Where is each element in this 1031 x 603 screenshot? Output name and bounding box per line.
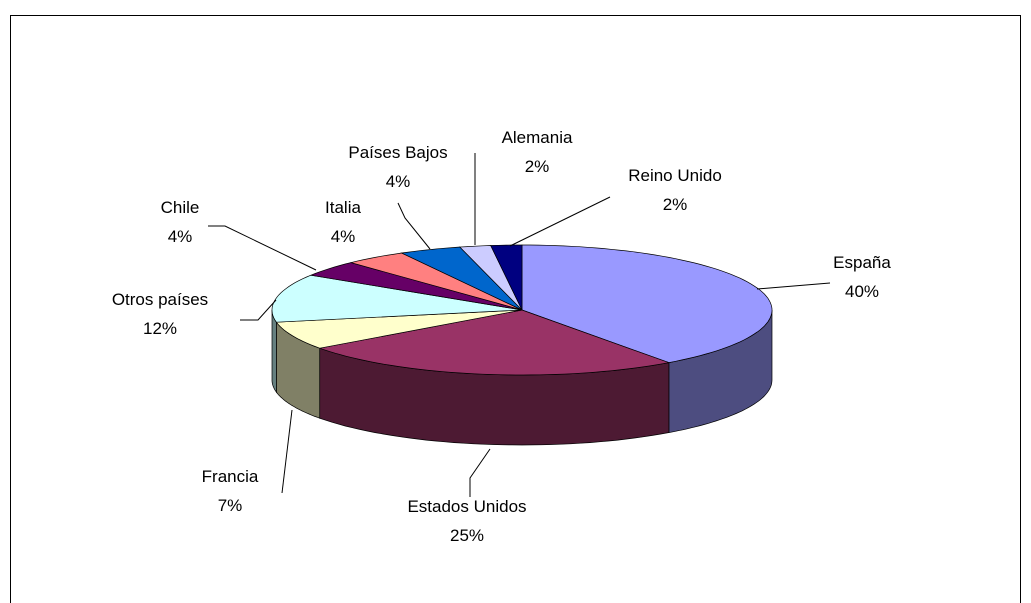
leader-line: [469, 448, 491, 497]
leader-line: [397, 202, 431, 250]
pie: [271, 244, 773, 446]
category-label: Estados Unidos: [407, 497, 526, 516]
slice: [271, 274, 523, 323]
slice: [318, 309, 671, 376]
slice: [349, 252, 523, 311]
leader-line: [509, 196, 611, 247]
leader-line: [281, 409, 293, 494]
slice: [521, 244, 773, 363]
slice: [490, 244, 523, 311]
category-label: Italia: [325, 198, 361, 217]
category-label: Chile: [161, 198, 200, 217]
value-label: 40%: [845, 282, 879, 301]
slice-side: [271, 310, 277, 394]
labels: España 40% Estados Unidos 25% Francia 7% Otros…: [112, 128, 892, 545]
value-label: 25%: [450, 526, 484, 545]
slice: [309, 262, 523, 311]
slice: [400, 246, 523, 311]
category-label: Otros países: [112, 290, 208, 309]
leader-line: [240, 299, 277, 321]
value-label: 12%: [143, 319, 177, 338]
value-label: 4%: [168, 227, 193, 246]
value-label: 2%: [525, 157, 550, 176]
category-label: Alemania: [502, 128, 573, 147]
slice: [275, 309, 523, 349]
value-label: 7%: [218, 496, 243, 515]
value-label: 4%: [386, 172, 411, 191]
category-label: España: [833, 253, 891, 272]
value-label: 4%: [331, 227, 356, 246]
value-label: 2%: [663, 195, 688, 214]
category-label: Reino Unido: [628, 166, 722, 185]
leader-line: [208, 225, 317, 271]
category-label: Países Bajos: [348, 143, 447, 162]
category-label: Francia: [202, 467, 259, 486]
leader-line: [756, 282, 831, 290]
